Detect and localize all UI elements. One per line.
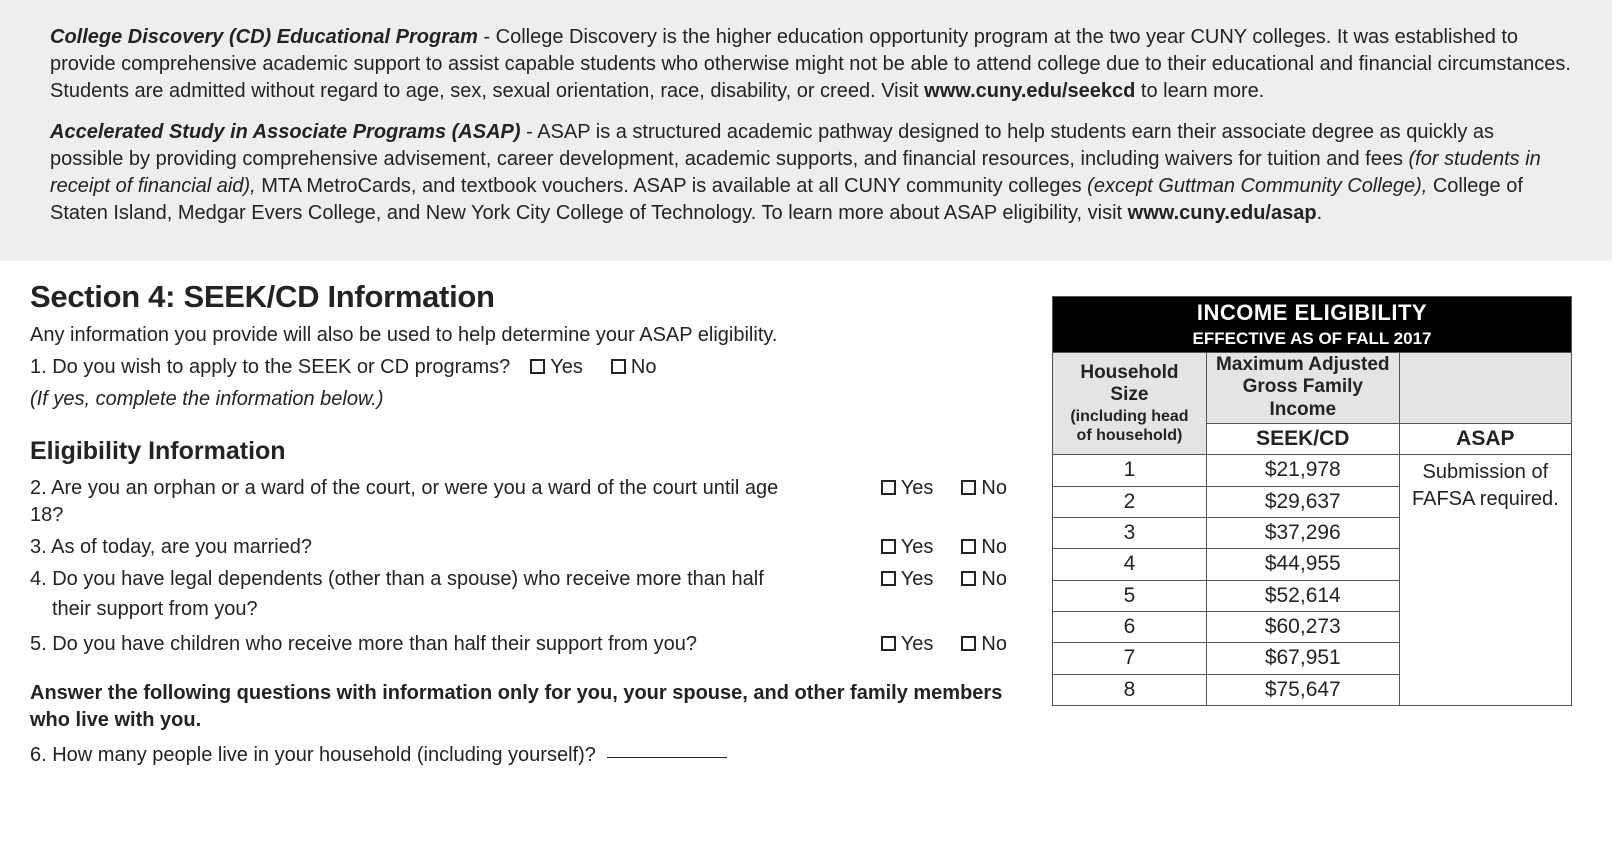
asap-paragraph: Accelerated Study in Associate Programs … xyxy=(50,119,1572,227)
checkbox-icon xyxy=(881,480,896,495)
income-cell: $37,296 xyxy=(1206,518,1399,549)
question-6-text: 6. How many people live in your househol… xyxy=(30,744,596,766)
q3-yes-no: Yes No xyxy=(881,534,1007,561)
question-3-text: 3. As of today, are you married? xyxy=(30,534,800,561)
checkbox-icon xyxy=(530,359,545,374)
question-1-text: 1. Do you wish to apply to the SEEK or C… xyxy=(30,354,510,381)
income-cell: $44,955 xyxy=(1206,549,1399,580)
no-label: No xyxy=(981,536,1007,558)
q2-yes-no: Yes No xyxy=(881,475,1007,502)
yes-label: Yes xyxy=(901,536,934,558)
yes-label: Yes xyxy=(901,633,934,655)
asap-title: Accelerated Study in Associate Programs … xyxy=(50,121,521,143)
checkbox-icon xyxy=(881,636,896,651)
col1-a: Household Size xyxy=(1061,362,1198,408)
q1-note: (If yes, complete the information below.… xyxy=(30,386,1027,413)
col1-b: (including head of household) xyxy=(1061,407,1198,445)
household-size-cell: 1 xyxy=(1053,455,1207,486)
household-size-cell: 5 xyxy=(1053,580,1207,611)
question-4-text-a: 4. Do you have legal dependents (other t… xyxy=(30,566,800,593)
checkbox-icon xyxy=(961,571,976,586)
q1-yes-option[interactable]: Yes xyxy=(530,354,583,381)
checkbox-icon xyxy=(961,539,976,554)
checkbox-icon xyxy=(961,480,976,495)
eligibility-heading: Eligibility Information xyxy=(30,435,1027,469)
question-5-text: 5. Do you have children who receive more… xyxy=(30,631,800,658)
seek-cd-label: SEEK/CD xyxy=(1206,424,1399,455)
no-label: No xyxy=(981,477,1007,499)
q1-yes-no: Yes No xyxy=(530,354,656,381)
household-size-cell: 3 xyxy=(1053,518,1207,549)
asap-label: ASAP xyxy=(1399,424,1571,455)
income-cell: $75,647 xyxy=(1206,674,1399,705)
income-cell: $67,951 xyxy=(1206,643,1399,674)
asap-italic-b: (except Guttman Community College), xyxy=(1087,175,1427,197)
income-cell: $29,637 xyxy=(1206,486,1399,517)
asap-link: www.cuny.edu/asap xyxy=(1128,202,1317,224)
q2-no-option[interactable]: No xyxy=(961,475,1007,502)
q5-yes-option[interactable]: Yes xyxy=(881,631,934,658)
question-3-line: 3. As of today, are you married? Yes No xyxy=(30,534,1027,561)
q6-blank-input[interactable] xyxy=(607,757,727,758)
question-5-line: 5. Do you have children who receive more… xyxy=(30,631,1027,658)
section-4-container: Section 4: SEEK/CD Information Any infor… xyxy=(0,261,1612,779)
household-size-cell: 7 xyxy=(1053,643,1207,674)
table-header-black: INCOME ELIGIBILITY EFFECTIVE AS OF FALL … xyxy=(1053,297,1572,353)
household-size-cell: 8 xyxy=(1053,674,1207,705)
income-cell: $21,978 xyxy=(1206,455,1399,486)
household-size-cell: 6 xyxy=(1053,612,1207,643)
cd-link: www.cuny.edu/seekcd xyxy=(924,80,1135,102)
yes-label: Yes xyxy=(901,568,934,590)
household-size-cell: 4 xyxy=(1053,549,1207,580)
q3-no-option[interactable]: No xyxy=(961,534,1007,561)
cd-title: College Discovery (CD) Educational Progr… xyxy=(50,26,478,48)
q3-yes-option[interactable]: Yes xyxy=(881,534,934,561)
asap-body-b: MTA MetroCards, and textbook vouchers. A… xyxy=(256,175,1087,197)
question-2-text: 2. Are you an orphan or a ward of the co… xyxy=(30,475,800,529)
question-2-line: 2. Are you an orphan or a ward of the co… xyxy=(30,475,1027,529)
household-size-cell: 2 xyxy=(1053,486,1207,517)
q4-yes-option[interactable]: Yes xyxy=(881,566,934,593)
table-header-sub: EFFECTIVE AS OF FALL 2017 xyxy=(1061,328,1563,351)
no-label: No xyxy=(981,568,1007,590)
income-eligibility-table: INCOME ELIGIBILITY EFFECTIVE AS OF FALL … xyxy=(1052,296,1572,706)
questions-column: Section 4: SEEK/CD Information Any infor… xyxy=(30,276,1027,769)
no-label: No xyxy=(631,356,657,378)
col-household-header: Household Size (including head of househ… xyxy=(1053,352,1207,455)
checkbox-icon xyxy=(881,539,896,554)
question-1-line: 1. Do you wish to apply to the SEEK or C… xyxy=(30,354,1027,381)
checkbox-icon xyxy=(611,359,626,374)
instruction-text: Answer the following questions with info… xyxy=(30,680,1027,734)
cd-paragraph: College Discovery (CD) Educational Progr… xyxy=(50,24,1572,105)
income-table-column: INCOME ELIGIBILITY EFFECTIVE AS OF FALL … xyxy=(1052,276,1572,706)
table-header-title: INCOME ELIGIBILITY xyxy=(1061,298,1563,328)
col-asap-header-blank xyxy=(1399,352,1571,423)
q4-no-option[interactable]: No xyxy=(961,566,1007,593)
question-6-line: 6. How many people live in your househol… xyxy=(30,742,1027,769)
q1-no-option[interactable]: No xyxy=(611,354,657,381)
program-descriptions-box: College Discovery (CD) Educational Progr… xyxy=(0,0,1612,261)
cd-body-b: to learn more. xyxy=(1135,80,1264,102)
table-row: 1$21,978Submission of FAFSA required. xyxy=(1053,455,1572,486)
income-cell: $52,614 xyxy=(1206,580,1399,611)
checkbox-icon xyxy=(881,571,896,586)
no-label: No xyxy=(981,633,1007,655)
income-cell: $60,273 xyxy=(1206,612,1399,643)
asap-body-d: . xyxy=(1317,202,1323,224)
col-income-header: Maximum Adjusted Gross Family Income xyxy=(1206,352,1399,423)
q5-yes-no: Yes No xyxy=(881,631,1007,658)
checkbox-icon xyxy=(961,636,976,651)
asap-note-cell: Submission of FAFSA required. xyxy=(1399,455,1571,706)
question-4-text-b: their support from you? xyxy=(52,596,1027,623)
question-4-line: 4. Do you have legal dependents (other t… xyxy=(30,566,1027,593)
q5-no-option[interactable]: No xyxy=(961,631,1007,658)
q2-yes-option[interactable]: Yes xyxy=(881,475,934,502)
yes-label: Yes xyxy=(550,356,583,378)
yes-label: Yes xyxy=(901,477,934,499)
section-title: Section 4: SEEK/CD Information xyxy=(30,276,1027,318)
section-intro: Any information you provide will also be… xyxy=(30,322,1027,349)
q4-yes-no: Yes No xyxy=(881,566,1007,593)
